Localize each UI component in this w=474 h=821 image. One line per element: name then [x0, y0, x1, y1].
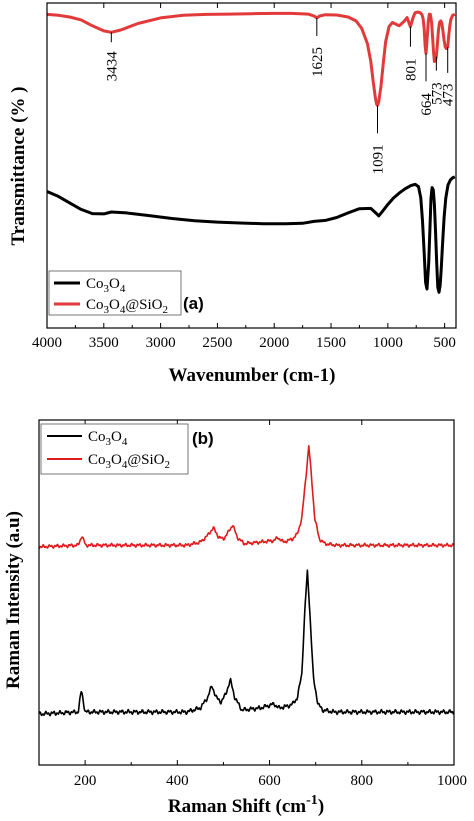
annotation-473: 473 [441, 84, 457, 107]
annotation-1091: 1091 [371, 144, 387, 174]
panel-label-a: (a) [183, 294, 204, 313]
legend-a: Co3O4 Co3O4@SiO2 [48, 270, 182, 316]
x-axis-title-b: Raman Shift (cm-1) [168, 793, 324, 817]
series-a-co3o4-line [46, 175, 456, 294]
legend-b-label-co3o4: Co3O4 [88, 429, 128, 448]
legend-b-label-co3o4-sio2: Co3O4@SiO2 [88, 452, 170, 471]
plot-a-frame [46, 2, 457, 329]
legend-a-box [48, 270, 182, 316]
legend-a-label-co3o4: Co3O4 [86, 276, 126, 295]
plot-b-frame [38, 419, 455, 766]
annotation-664: 664 [419, 93, 435, 116]
annotation-573: 573 [429, 82, 445, 105]
x-tick-label-a-500: 500 [433, 335, 456, 351]
x-tick-label-b-400: 400 [166, 773, 189, 789]
x-tick-label-b-1000: 1000 [437, 773, 467, 789]
x-tick-label-a-4000: 4000 [32, 335, 62, 351]
x-tick-label-a-2000: 2000 [259, 335, 289, 351]
x-tick-label-a-3500: 3500 [89, 335, 119, 351]
annotation-801: 801 [403, 58, 419, 81]
series-b-co3o4-line [38, 569, 455, 717]
x-tick-label-b-200: 200 [74, 773, 97, 789]
annotation-3434: 3434 [104, 51, 120, 82]
x-axis-b: 200 400 600 800 1000 [38, 420, 467, 789]
x-tick-label-a-2500: 2500 [202, 335, 232, 351]
y-axis-title-a: Transmittance (% ) [8, 86, 29, 245]
panel-b: 200 400 600 800 1000 Raman Shift (cm-1) Rama… [3, 419, 467, 817]
x-tick-label-a-1000: 1000 [373, 335, 403, 351]
series-b-co3o4-sio2-line [38, 445, 455, 550]
legend-b-box [40, 423, 189, 475]
legend-b: Co3O4 Co3O4@SiO2 [40, 423, 189, 475]
y-axis-title-b: Raman Intensity (a.u) [3, 511, 24, 689]
legend-a-label-co3o4-sio2: Co3O4@SiO2 [86, 297, 168, 316]
x-axis-a: 4000 3500 3000 2500 2000 1500 1000 500 [32, 3, 456, 351]
panel-label-b: (b) [192, 429, 214, 448]
annotation-1625: 1625 [310, 47, 326, 77]
x-tick-label-a-3000: 3000 [146, 335, 176, 351]
x-tick-label-a-1500: 1500 [316, 335, 346, 351]
x-tick-label-b-800: 800 [351, 773, 374, 789]
series-a-co3o4-sio2-line [46, 10, 456, 107]
x-axis-title-a: Wavenumber (cm-1) [169, 365, 336, 386]
plot-b-data [38, 445, 455, 717]
x-tick-label-b-600: 600 [258, 773, 281, 789]
